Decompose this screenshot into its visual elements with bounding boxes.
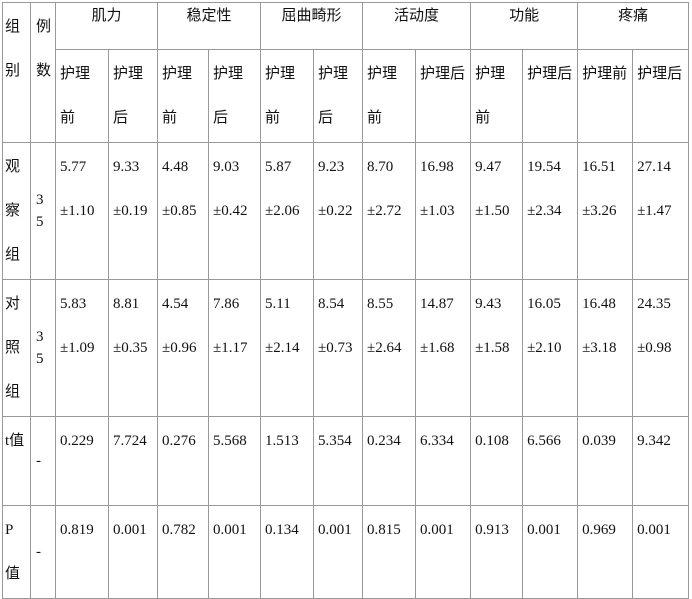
data-cell: 9.43±1.58 [470, 279, 524, 417]
data-cell: 0.001 [107, 505, 159, 599]
row-label: P值 [2, 505, 31, 599]
data-cell: 7.724 [107, 416, 159, 506]
subheader-cell: 护理后 [313, 49, 364, 143]
data-cell: 24.35±0.98 [632, 279, 690, 417]
subheader-cell: 护理后 [632, 49, 690, 143]
subheader-cell: 护理前 [362, 49, 417, 143]
data-cell: 0.001 [415, 505, 472, 599]
data-cell: 9.33±0.19 [107, 142, 159, 280]
data-cell: 0.276 [157, 416, 210, 506]
data-cell: 9.23±0.22 [313, 142, 364, 280]
data-cell: 0.819 [55, 505, 109, 599]
header-cell: 疼痛 [577, 2, 690, 50]
row-count: 35 [30, 279, 56, 417]
data-cell: 0.039 [577, 416, 634, 506]
data-cell: 0.001 [522, 505, 579, 599]
data-row: t值 -0.229 7.724 0.276 5.568 1.513 5.354 0.234 6.… [2, 416, 690, 506]
data-cell: 8.70±2.72 [362, 142, 417, 280]
subheader-cell: 护理后 [415, 49, 472, 143]
data-cell: 0.782 [157, 505, 210, 599]
subheader-cell: 护理前 [55, 49, 109, 143]
row-count: - [30, 416, 56, 506]
header-cell: 稳定性 [157, 2, 262, 50]
data-cell: 19.54±2.34 [522, 142, 579, 280]
data-cell: 6.334 [415, 416, 472, 506]
data-cell: 9.342 [632, 416, 690, 506]
data-cell: 16.05±2.10 [522, 279, 579, 417]
header-cell: 功能 [470, 2, 579, 50]
subheader-cell: 护理前 [157, 49, 210, 143]
data-cell: 0.001 [208, 505, 262, 599]
data-cell: 4.54±0.96 [157, 279, 210, 417]
subheader-row: 护理前 护理后 护理前 护理后 护理前 护理后 护理前 护理后 护理前 护理后 护理前 护理后 [3, 49, 690, 143]
data-cell: 16.48±3.18 [577, 279, 634, 417]
data-cell: 16.51±3.26 [577, 142, 634, 280]
data-cell: 27.14±1.47 [632, 142, 690, 280]
header-cell: 屈曲畸形 [260, 2, 364, 50]
row-label: 对照组 [2, 279, 31, 417]
header-cell: 例数 [30, 2, 56, 143]
data-cell: 0.815 [362, 505, 417, 599]
data-cell: 8.81±0.35 [107, 279, 159, 417]
data-cell: 5.77±1.10 [55, 142, 109, 280]
data-cell: 5.87±2.06 [260, 142, 315, 280]
data-cell: 0.234 [362, 416, 417, 506]
subheader-cell: 护理前 [470, 49, 524, 143]
subheader-cell: 护理前 [260, 49, 315, 143]
data-row: 对照组 35 5.83±1.09 8.81±0.35 4.54±0.96 7.86±1.1… [2, 279, 690, 417]
data-cell: 9.03±0.42 [208, 142, 262, 280]
data-cell: 7.86±1.17 [208, 279, 262, 417]
data-cell: 5.354 [313, 416, 364, 506]
header-row: 组别 例数 肌力 稳定性 屈曲畸形 活动度 功能 疼痛 [2, 2, 690, 143]
data-cell: 4.48±0.85 [157, 142, 210, 280]
row-label: t值 [2, 416, 31, 506]
data-cell: 5.11±2.14 [260, 279, 315, 417]
data-cell: 6.566 [522, 416, 579, 506]
data-cell: 1.513 [260, 416, 315, 506]
row-count: - [30, 505, 56, 599]
data-cell: 14.87±1.68 [415, 279, 472, 417]
data-cell: 8.54±0.73 [313, 279, 364, 417]
header-cell: 肌力 [54, 2, 159, 50]
data-cell: 0.108 [470, 416, 524, 506]
data-cell: 0.229 [55, 416, 109, 506]
data-cell: 0.134 [260, 505, 315, 599]
header-cell: 活动度 [362, 2, 472, 50]
header-cell: 组别 [2, 2, 31, 143]
subheader-cell: 护理前 [577, 49, 634, 143]
data-cell: 9.47±1.50 [470, 142, 524, 280]
data-cell: 0.969 [577, 505, 634, 599]
subheader-cell: 护理后 [208, 49, 262, 143]
data-cell: 0.001 [632, 505, 690, 599]
data-row: P值 -0.819 0.001 0.782 0.001 0.134 0.001 0.815 0.… [2, 505, 690, 599]
data-cell: 0.001 [313, 505, 364, 599]
row-label: 观察组 [2, 142, 31, 280]
data-cell: 5.83±1.09 [55, 279, 109, 417]
row-count: 35 [30, 142, 56, 280]
data-cell: 8.55±2.64 [362, 279, 417, 417]
subheader-cell: 护理后 [522, 49, 579, 143]
data-cell: 5.568 [208, 416, 262, 506]
subheader-cell: 护理后 [107, 49, 159, 143]
data-cell: 0.913 [470, 505, 524, 599]
data-row: 观察组 35 5.77±1.10 9.33±0.19 4.48±0.85 9.03±0.4… [2, 142, 690, 280]
data-cell: 16.98±1.03 [415, 142, 472, 280]
